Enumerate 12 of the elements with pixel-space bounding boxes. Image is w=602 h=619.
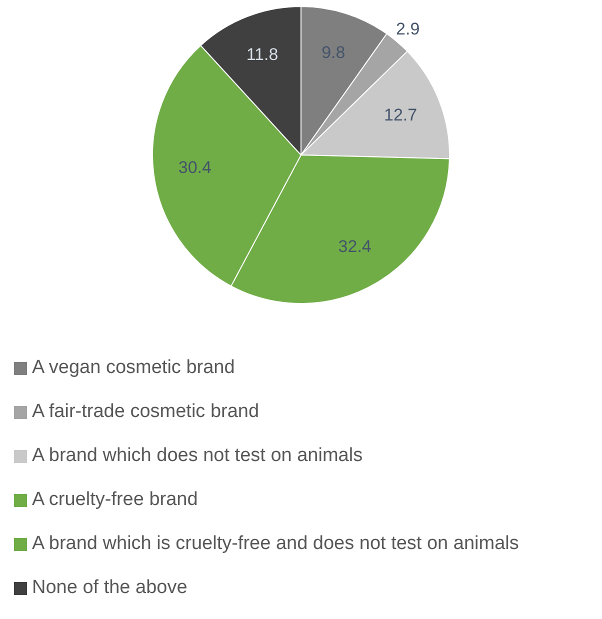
legend-label: A brand which is cruelty-free and does not test on animals <box>32 533 519 555</box>
data-label: 32.4 <box>338 237 372 256</box>
legend-label: A fair-trade cosmetic brand <box>32 401 260 423</box>
data-label: 30.4 <box>178 158 212 178</box>
legend-label: None of the above <box>32 577 188 599</box>
legend-label: A cruelty-free brand <box>32 489 198 511</box>
data-label: 12.7 <box>384 106 418 125</box>
legend-label: A brand which does not test on animals <box>32 445 363 467</box>
data-label: 11.8 <box>246 45 278 64</box>
data-label: 9.8 <box>322 42 346 62</box>
data-label: 2.9 <box>396 20 420 39</box>
legend-label: A vegan cosmetic brand <box>32 357 235 379</box>
